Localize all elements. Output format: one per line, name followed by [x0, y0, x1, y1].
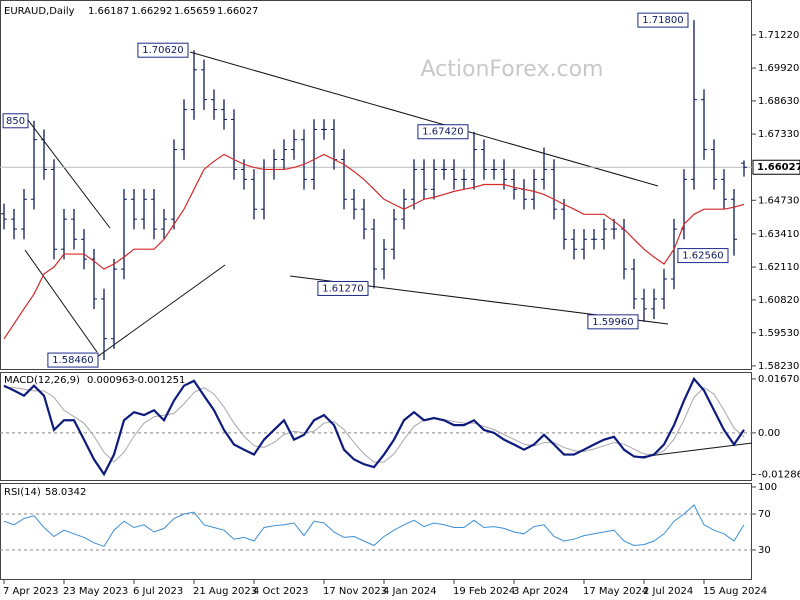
x-tick-label: 15 Aug 2024 [703, 586, 767, 597]
price-callout [637, 12, 689, 28]
y-tick-label: 1.68630 [758, 96, 799, 107]
macd-pane [0, 372, 752, 481]
y-tick-label: 0.00 [758, 428, 780, 439]
signal-value: -0.001251 [134, 375, 185, 386]
watermark: ActionForex.com [421, 57, 604, 82]
price-callout-label: 1.70620 [142, 45, 183, 56]
y-tick-label: -0.012869 [758, 469, 800, 480]
trend-line [96, 264, 226, 358]
macd-line [3, 376, 745, 477]
x-tick-label: 23 May 2023 [63, 586, 128, 597]
price-callout-label: 1.59960 [592, 317, 633, 328]
rsi-title: RSI(14) [4, 487, 41, 498]
current-price-tag [752, 159, 800, 175]
header-low: 1.65659 [174, 6, 215, 17]
y-tick-label: 70 [758, 509, 771, 520]
price-callout [317, 280, 369, 296]
trend-line [27, 119, 111, 229]
price-callout [587, 314, 639, 330]
x-tick-label: 17 May 2024 [583, 586, 648, 597]
price-callout-label: 1.58460 [52, 355, 93, 366]
price-callout-label: 1.67420 [422, 127, 463, 138]
price-callout [677, 248, 729, 264]
header-close: 1.66027 [217, 6, 258, 17]
price-callout-label: 1.61270 [322, 283, 363, 294]
price-callout-label: 1.71800 [642, 15, 683, 26]
symbol-title: EURAUD,Daily [4, 6, 75, 17]
macd-value: 0.000963 [87, 375, 135, 386]
price-pane [0, 0, 752, 370]
x-tick-label: 19 Feb 2024 [453, 586, 515, 597]
y-tick-label: 1.67330 [758, 129, 799, 140]
moving-average [3, 153, 745, 340]
trend-line [24, 249, 98, 353]
y-tick-label: 1.69920 [758, 63, 799, 74]
price-callout [137, 42, 189, 58]
price-callout-label: 850 [6, 116, 25, 127]
x-tick-label: 6 Jul 2023 [133, 586, 183, 597]
price-callout-label: 1.62560 [682, 251, 723, 262]
x-tick-label: 3 Apr 2024 [513, 586, 568, 597]
x-tick-label: 7 Apr 2023 [3, 586, 58, 597]
x-tick-label: 4 Jan 2024 [383, 586, 437, 597]
y-tick-label: 1.64730 [758, 195, 799, 206]
y-tick-label: 1.60820 [758, 295, 799, 306]
price-callout [47, 352, 99, 368]
x-tick-label: 2 Jul 2024 [643, 586, 693, 597]
current-price-label: 1.66027 [757, 162, 800, 173]
price-callout [417, 124, 469, 140]
y-tick-label: 1.58230 [758, 361, 799, 372]
rsi-line [3, 504, 745, 548]
y-tick-label: 1.63410 [758, 229, 799, 240]
macd-title: MACD(12,26,9) [4, 375, 80, 386]
y-tick-label: 30 [758, 545, 771, 556]
rsi-pane [0, 483, 752, 580]
y-tick-label: 100 [758, 482, 777, 493]
y-tick-label: 0.016704 [758, 374, 800, 385]
x-tick-label: 21 Aug 2023 [193, 586, 257, 597]
price-bars [1, 20, 747, 361]
x-tick-label: 17 Nov 2023 [323, 586, 387, 597]
rsi-value: 58.0342 [45, 487, 86, 498]
y-tick-label: 1.71220 [758, 30, 799, 41]
y-tick-label: 1.62110 [758, 262, 799, 273]
trend-line [189, 51, 659, 187]
header-high: 1.66292 [131, 6, 172, 17]
price-callout [2, 113, 29, 129]
header-open: 1.66187 [88, 6, 129, 17]
y-tick-label: 1.59530 [758, 328, 799, 339]
x-tick-label: 4 Oct 2023 [253, 586, 308, 597]
